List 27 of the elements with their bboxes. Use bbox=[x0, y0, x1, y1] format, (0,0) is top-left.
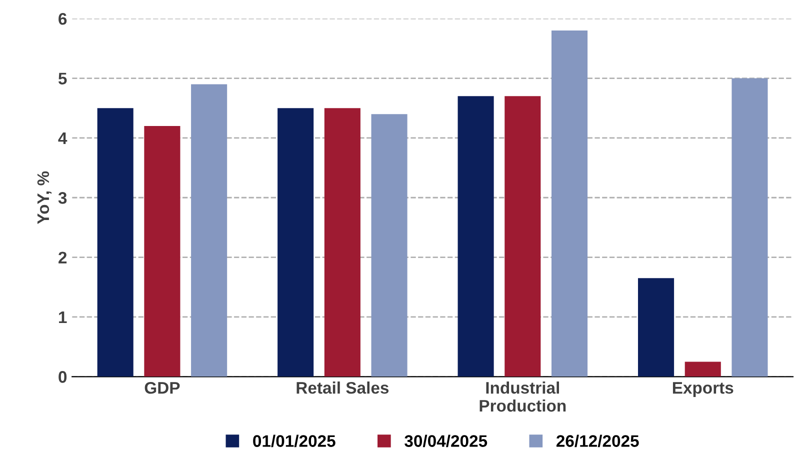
y-tick-label: 2 bbox=[58, 252, 67, 264]
y-tick-label: 3 bbox=[58, 192, 67, 204]
y-tick-label: 6 bbox=[58, 13, 67, 25]
x-tick-label: GDP bbox=[144, 382, 180, 394]
y-tick-label: 1 bbox=[59, 312, 67, 324]
bar bbox=[278, 108, 314, 377]
bar bbox=[732, 78, 768, 377]
legend-label: 30/04/2025 bbox=[404, 434, 488, 448]
bar bbox=[97, 108, 134, 377]
y-tick-label: 5 bbox=[58, 72, 67, 84]
bar bbox=[638, 278, 674, 377]
bar bbox=[504, 96, 541, 377]
x-tick-label: Retail Sales bbox=[296, 382, 389, 394]
bar bbox=[684, 362, 721, 377]
y-tick-label: 4 bbox=[58, 132, 68, 144]
x-tick-label: Exports bbox=[672, 382, 734, 398]
y-axis-title: YoY, % bbox=[37, 171, 52, 224]
legend-label: 26/12/2025 bbox=[556, 434, 639, 448]
bar bbox=[371, 114, 408, 377]
legend-label: 01/01/2025 bbox=[253, 434, 336, 448]
bar bbox=[191, 84, 228, 377]
bar bbox=[551, 30, 588, 377]
y-tick-label: 0 bbox=[58, 371, 67, 383]
bar bbox=[144, 126, 180, 377]
bar bbox=[324, 108, 360, 377]
x-tick-label: Industrial Production bbox=[480, 382, 566, 412]
bar bbox=[458, 96, 494, 377]
